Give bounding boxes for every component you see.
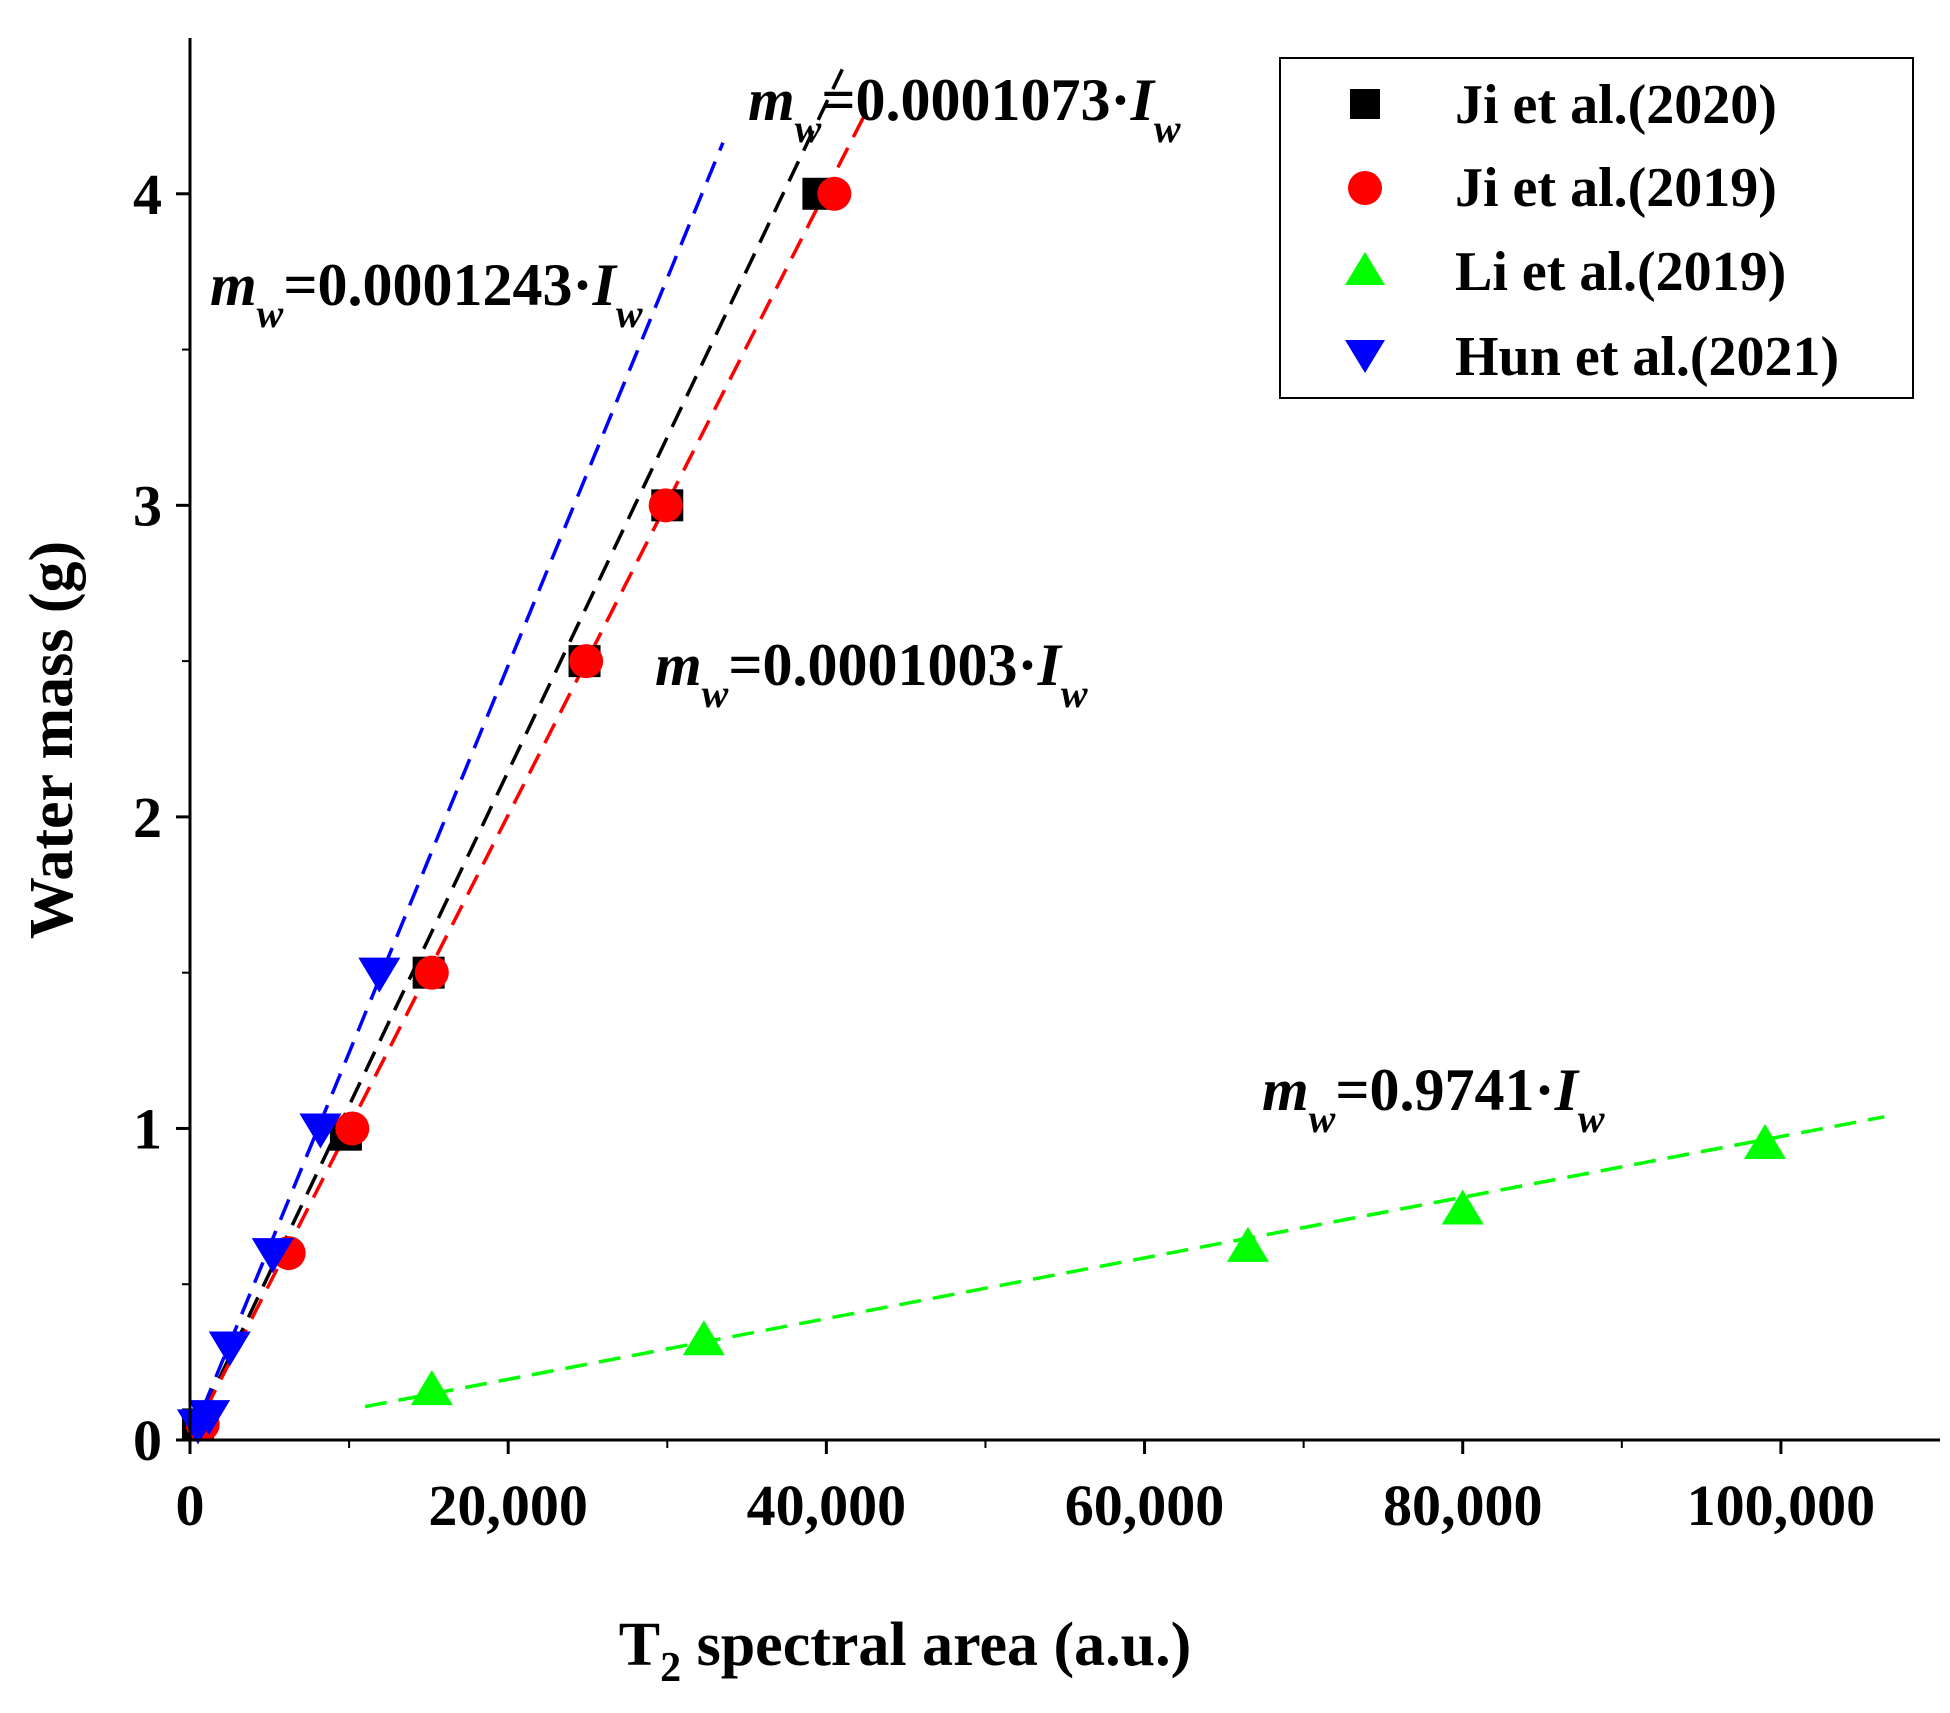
fit-line-3 <box>188 142 725 1441</box>
data-point-triangle-up <box>1226 1226 1269 1262</box>
fit-line-0 <box>188 68 844 1441</box>
eq-ji2020: mw=0.0001073·Iw <box>748 67 1181 151</box>
legend-marker-triangle-down <box>1345 340 1385 373</box>
x-axis-title: T2 spectral area (a.u.) <box>619 1611 1192 1691</box>
y-tick-label: 0 <box>133 1408 162 1473</box>
fit-line-1 <box>188 111 868 1441</box>
legend-label-ji2019: Ji et al.(2019) <box>1455 157 1777 219</box>
eq-ji2019: mw=0.0001003·Iw <box>655 632 1088 716</box>
legend-item-li2019: Li et al.(2019) <box>1345 241 1786 303</box>
legend-marker-circle <box>1348 171 1382 205</box>
data-point-circle <box>817 176 852 211</box>
data-point-triangle-down <box>299 1113 342 1149</box>
fit-lines <box>188 68 1885 1441</box>
legend-marker-triangle-up <box>1345 252 1385 285</box>
data-point-triangle-down <box>188 1400 231 1436</box>
y-tick-label: 4 <box>133 162 162 227</box>
data-point-triangle-up <box>682 1320 725 1356</box>
eq-li2019: mw=0.9741·Iw <box>1262 1057 1605 1141</box>
data-point-circle <box>569 644 604 679</box>
data-point-circle <box>648 488 683 523</box>
data-point-triangle-up <box>1441 1189 1484 1225</box>
x-tick-label: 100,000 <box>1687 1473 1876 1538</box>
legend-item-ji2020: Ji et al.(2020) <box>1350 74 1777 136</box>
x-tick-label: 0 <box>176 1473 205 1538</box>
legend-label-ji2020: Ji et al.(2020) <box>1455 74 1777 136</box>
eq-hun2021: mw=0.0001243·Iw <box>210 252 643 336</box>
data-point-triangle-down <box>251 1238 294 1274</box>
legend: Ji et al.(2020) Ji et al.(2019) Li et al… <box>1279 57 1914 399</box>
x-tick-label: 40,000 <box>747 1473 907 1538</box>
x-tick-label: 60,000 <box>1065 1473 1225 1538</box>
axes: 0 20,000 40,000 60,000 80,000 100,000 0 1 2 3 4 <box>133 38 1940 1538</box>
data-point-triangle-down <box>208 1331 251 1367</box>
data-points <box>176 176 1786 1445</box>
x-tick-label: 20,000 <box>428 1473 588 1538</box>
data-point-triangle-down <box>358 957 401 993</box>
y-tick-label: 2 <box>133 785 162 850</box>
fit-line-2 <box>364 1115 1885 1409</box>
legend-item-hun2021: Hun et al.(2021) <box>1345 326 1839 388</box>
legend-label-hun2021: Hun et al.(2021) <box>1455 326 1839 388</box>
x-tick-label: 80,000 <box>1383 1473 1543 1538</box>
y-tick-label: 3 <box>133 473 162 538</box>
legend-box <box>1279 57 1914 399</box>
data-point-triangle-up <box>1744 1124 1786 1160</box>
legend-item-ji2019: Ji et al.(2019) <box>1348 157 1777 219</box>
data-point-triangle-up <box>410 1370 453 1406</box>
y-tick-label: 1 <box>133 1096 162 1161</box>
data-point-circle <box>414 955 449 990</box>
y-axis-title: Water mass (g) <box>18 541 86 939</box>
legend-marker-square <box>1350 89 1380 119</box>
data-point-circle <box>335 1111 370 1146</box>
legend-label-li2019: Li et al.(2019) <box>1455 241 1786 303</box>
